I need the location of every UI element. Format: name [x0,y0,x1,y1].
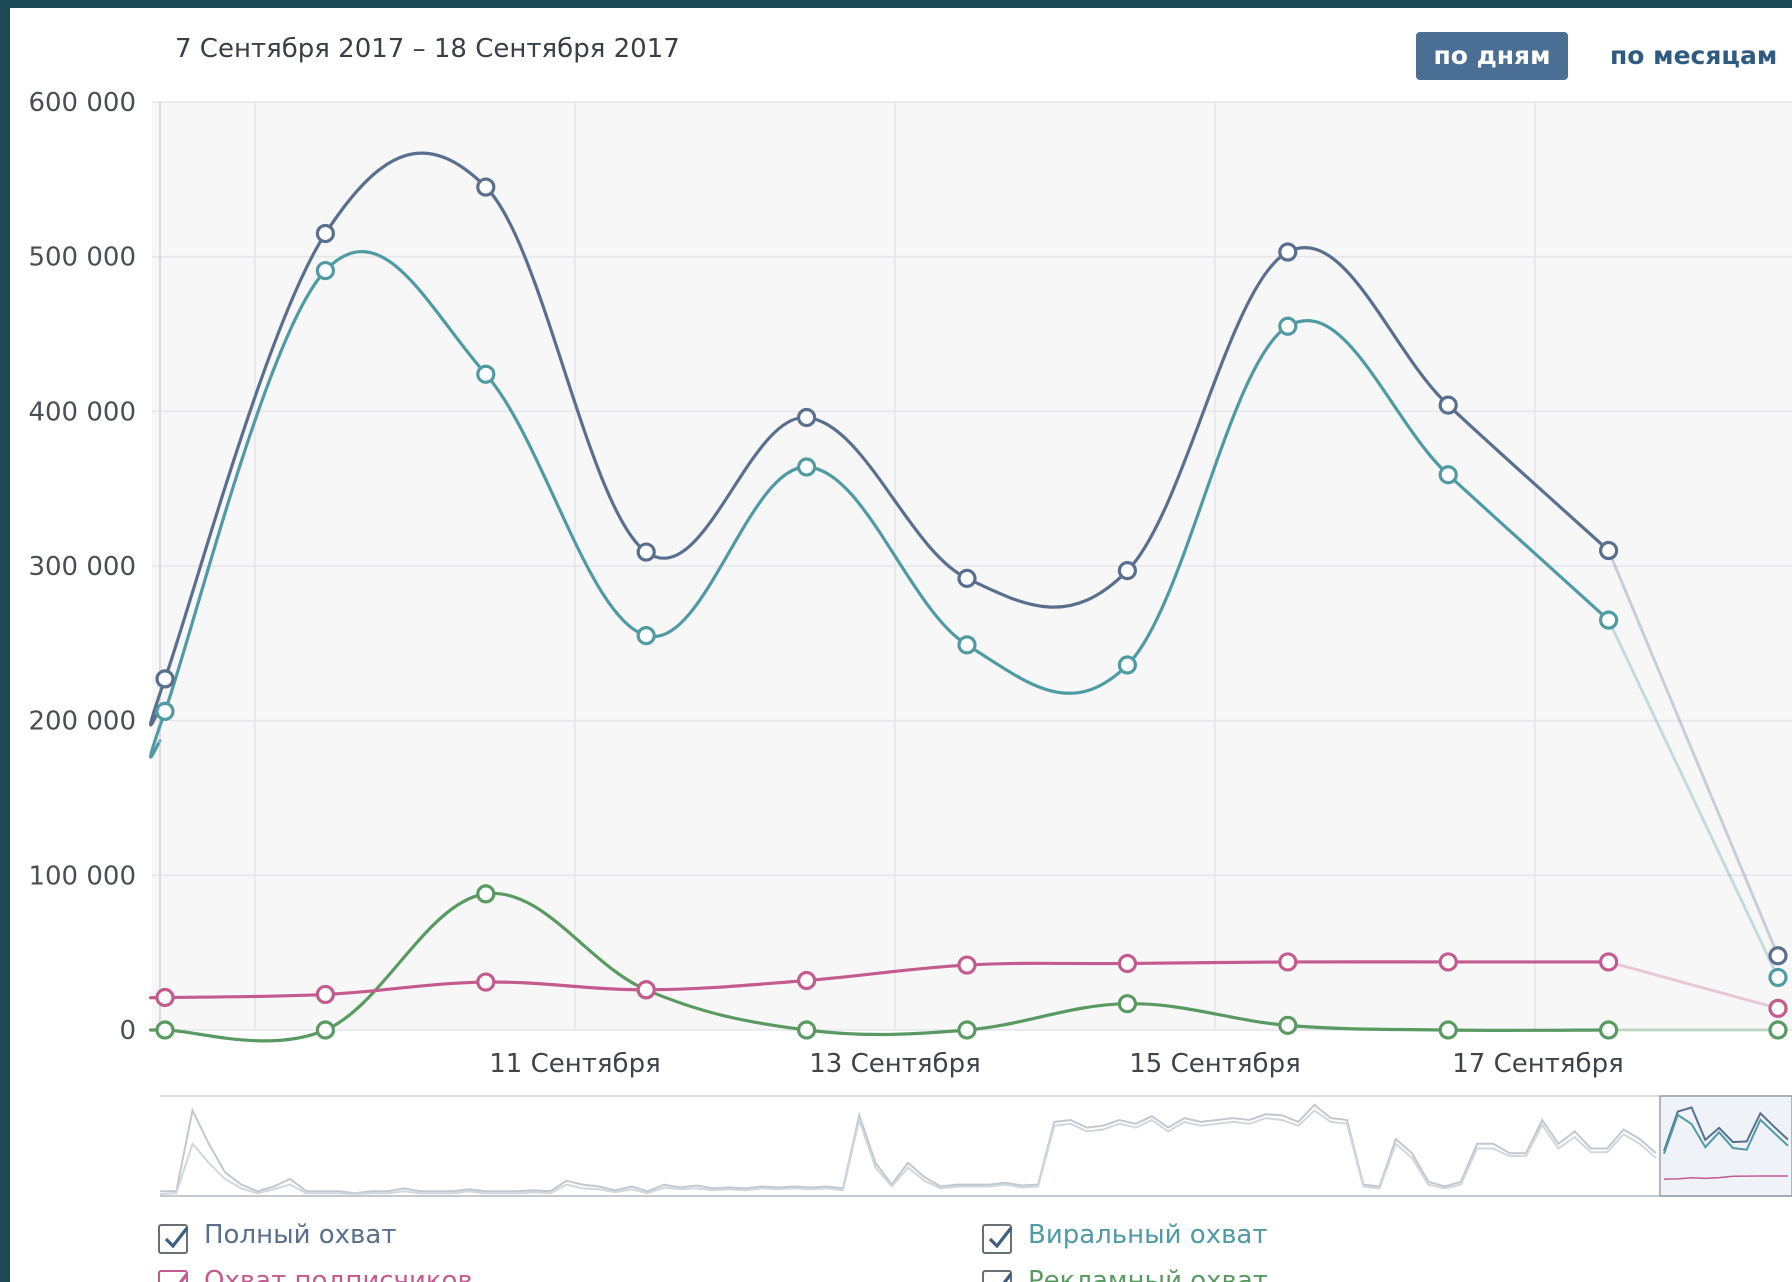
navigator-line [159,1109,1657,1196]
y-tick-label: 300 000 [28,552,136,582]
data-point[interactable] [1117,953,1138,974]
grid [152,101,1792,1031]
checkbox-icon[interactable] [158,1224,189,1254]
data-point[interactable] [315,260,335,281]
data-point[interactable] [1278,952,1298,972]
data-point[interactable] [957,635,977,655]
date-range: 7 Сентября 2017 – 18 Сентября 2017 [175,34,680,64]
data-point[interactable] [476,972,496,992]
data-point[interactable] [1278,316,1298,336]
data-point[interactable] [1768,1020,1788,1040]
data-point[interactable] [315,1020,335,1040]
navigator-series [159,1095,1792,1197]
data-point[interactable] [1438,952,1458,972]
by-months-button[interactable]: по месяцам [1610,41,1778,70]
x-tick-label: 13 Сентября [809,1049,980,1079]
data-point[interactable] [796,407,817,428]
data-point[interactable] [796,1020,817,1040]
data-point[interactable] [1438,1020,1458,1040]
data-point[interactable] [1278,242,1298,262]
navigator-detail-line [1663,1106,1789,1152]
data-point[interactable] [155,701,175,721]
reach-line-chart: 0 100 000 200 000 300 000 400 000 500 000 600 … [28,88,1792,1079]
data-point[interactable] [1768,998,1788,1018]
data-point[interactable] [1117,561,1138,581]
x-tick-label: 11 Сентября [489,1049,660,1079]
check-icon [178,1273,189,1282]
data-point[interactable] [476,177,496,197]
data-point[interactable] [1598,610,1619,630]
y-axis: 0 100 000 200 000 300 000 400 000 500 000 600 … [28,88,136,1046]
data-point[interactable] [1438,465,1458,485]
data-point[interactable] [1598,952,1619,972]
navigator-detail-line [1663,1175,1788,1180]
data-point[interactable] [155,987,175,1008]
y-tick-label: 0 [119,1016,136,1046]
y-tick-label: 600 000 [28,88,136,118]
data-point[interactable] [1278,1015,1298,1035]
y-tick-label: 500 000 [28,243,136,273]
data-point[interactable] [636,625,656,646]
series-line-tail [1608,960,1779,1010]
check-icon [164,1227,189,1249]
data-point[interactable] [155,669,175,689]
data-point[interactable] [1117,655,1138,675]
navigator-line [160,1103,1657,1195]
legend-label: Полный охват [204,1220,397,1250]
data-point[interactable] [1598,540,1619,561]
y-tick-label: 200 000 [28,707,136,737]
data-point[interactable] [636,542,656,562]
data-point[interactable] [315,223,335,244]
navigator-detail-line [1663,1113,1789,1155]
by-days-button[interactable]: по дням [1416,32,1568,80]
stats-panel: 7 Сентября 2017 – 18 Сентября 2017 по дн… [10,8,1792,1282]
navigator-selection[interactable] [1659,1095,1792,1197]
check-icon [988,1227,1013,1249]
data-point[interactable] [315,984,335,1005]
x-axis: 11 Сентября 13 Сентября 15 Сентября 17 Сент… [489,1049,1623,1079]
checkbox-icon[interactable] [982,1270,1013,1282]
y-tick-label: 400 000 [28,397,136,427]
data-point[interactable] [796,457,817,477]
range-navigator[interactable] [10,8,1792,1282]
legend-label: Рекламный охват [1028,1266,1268,1282]
data-point[interactable] [1438,395,1458,415]
series-line [148,250,1610,759]
data-point[interactable] [155,1020,175,1040]
data-point[interactable] [957,1020,977,1040]
series-points [155,177,1788,1040]
checkbox-icon[interactable] [158,1270,189,1282]
data-point[interactable] [957,568,977,588]
check-icon [1002,1273,1013,1282]
data-point[interactable] [476,364,496,384]
series-line [148,151,1610,727]
data-point[interactable] [796,970,817,991]
x-tick-label: 15 Сентября [1129,1049,1300,1079]
legend-label: Виральный охват [1028,1220,1268,1250]
x-tick-label: 17 Сентября [1452,1049,1623,1079]
data-point[interactable] [1768,967,1788,988]
series-line-tail [1607,549,1780,957]
data-point[interactable] [476,884,496,904]
y-tick-label: 100 000 [28,861,136,891]
data-point[interactable] [957,955,977,975]
checkbox-icon[interactable] [982,1224,1013,1254]
legend-label: Охват подписчиков [204,1266,473,1282]
data-point[interactable] [636,980,656,1000]
data-point[interactable] [1117,994,1138,1014]
data-point[interactable] [1768,946,1788,966]
data-point[interactable] [1598,1020,1619,1040]
series-line-tail [1607,619,1780,979]
